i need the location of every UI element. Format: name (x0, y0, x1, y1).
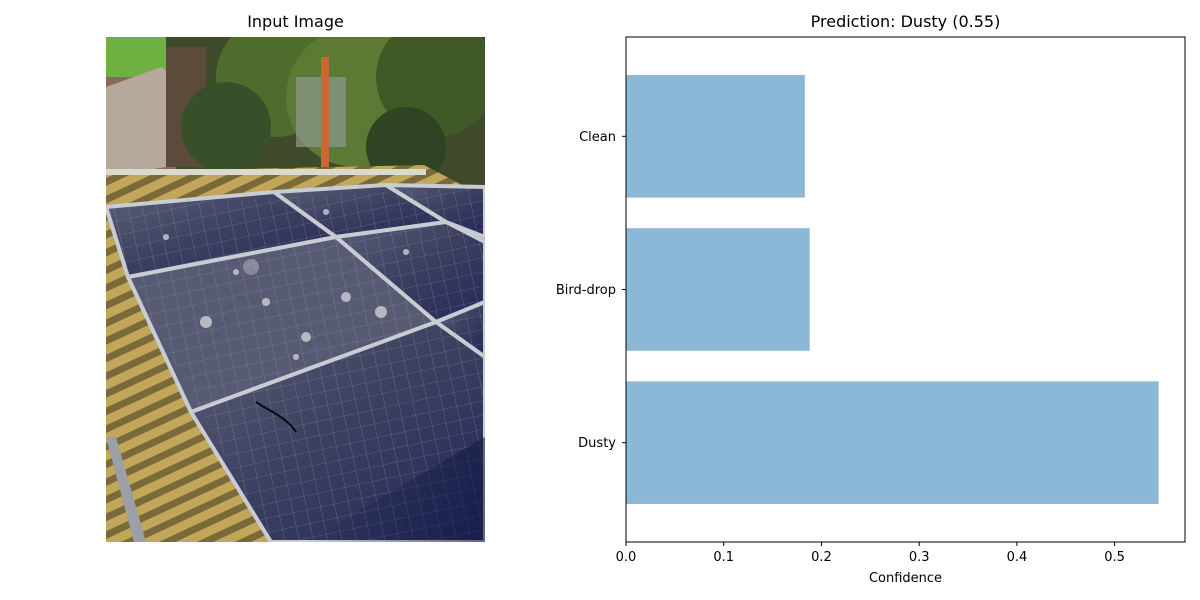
image-panel-title: Input Image (247, 12, 344, 31)
y-category-label: Bird-drop (556, 283, 616, 298)
plot-frame (625, 36, 1186, 543)
x-tick-label: 0.0 (616, 550, 637, 565)
x-tick-label: 0.1 (713, 550, 734, 565)
bar-clean (626, 75, 805, 198)
bar-dusty (626, 381, 1159, 504)
bar-bird-drop (626, 228, 810, 351)
chart-title: Prediction: Dusty (0.55) (810, 12, 1001, 31)
y-category-label: Clean (579, 130, 616, 145)
x-axis-label: Confidence (869, 571, 942, 586)
x-tick-label: 0.4 (1007, 550, 1028, 565)
x-tick-label: 0.2 (811, 550, 832, 565)
x-tick-label: 0.5 (1104, 550, 1125, 565)
x-tick-label: 0.3 (909, 550, 930, 565)
y-category-label: Dusty (578, 436, 616, 451)
solar-panel-photo (106, 37, 485, 542)
